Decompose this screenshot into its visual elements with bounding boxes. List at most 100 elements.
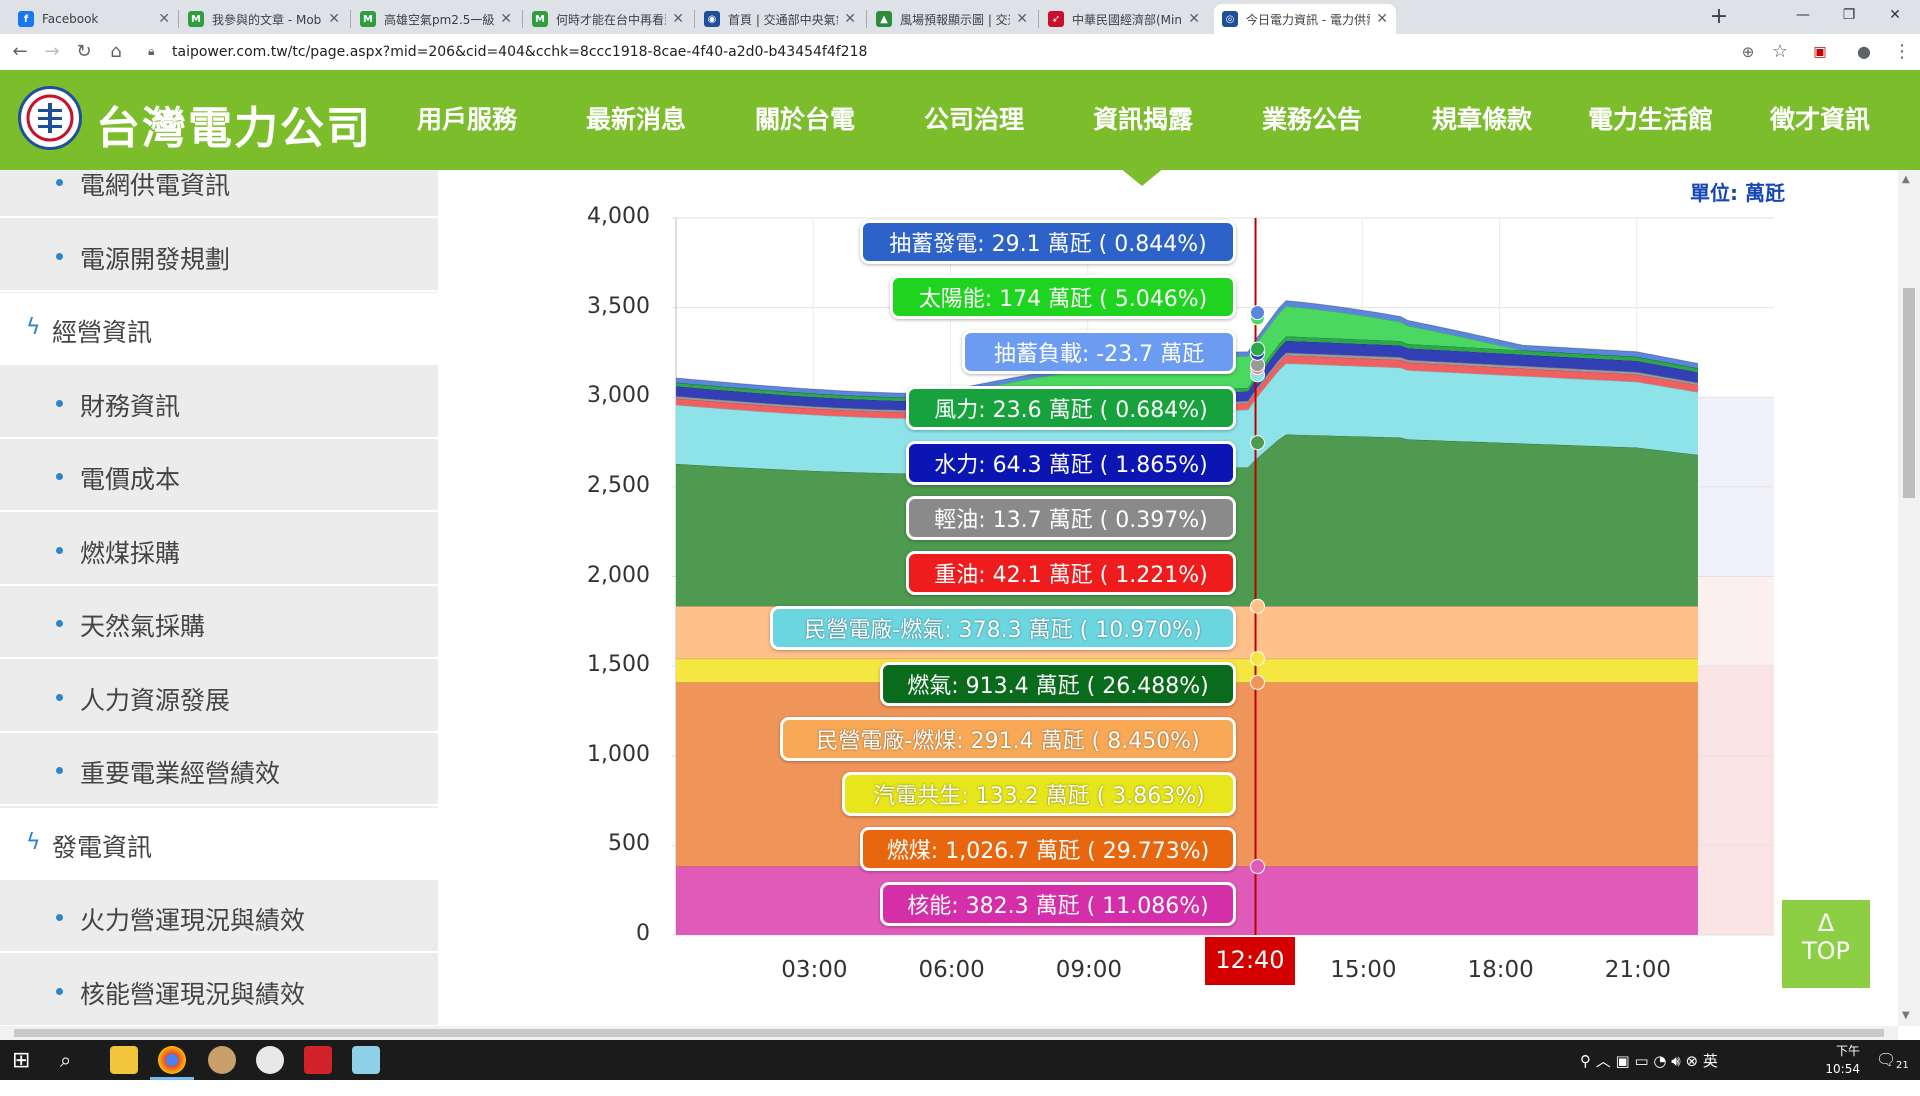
sidebar-item[interactable]: 燃煤採購 <box>0 514 438 586</box>
sidebar-item[interactable]: 人力資源發展 <box>0 661 438 733</box>
nav-item[interactable]: 用戶服務 <box>417 105 518 134</box>
nav-item[interactable]: 徵才資訊 <box>1770 105 1871 134</box>
sidebar-item[interactable]: 電源開發規劃 <box>0 220 438 292</box>
app-rabbit-icon[interactable] <box>208 1046 236 1074</box>
sidebar-item[interactable]: 電網供電資訊 <box>0 170 438 218</box>
zoom-icon[interactable]: ⊕ <box>1741 43 1755 61</box>
app-red-icon[interactable] <box>304 1046 332 1074</box>
bookmark-star-icon[interactable]: ☆ <box>1771 41 1789 62</box>
nav-item[interactable]: 規章條款 <box>1432 105 1533 134</box>
system-tray-icons[interactable]: ⚲ ︿ ▣ ▭ ◔ 🔊︎ ⊗ 英 <box>1580 1052 1718 1070</box>
nav-item[interactable]: 業務公告 <box>1262 105 1363 134</box>
sidebar-item[interactable]: 天然氣採購 <box>0 587 438 659</box>
back-icon[interactable]: ← <box>12 41 28 62</box>
address-bar[interactable]: taipower.com.tw/tc/page.aspx?mid=206&cid… <box>172 44 868 60</box>
sidebar-item[interactable]: 重要電業經營績效 <box>0 734 438 806</box>
reload-icon[interactable]: ↻ <box>76 41 92 62</box>
taskbar-clock[interactable]: 下午 10:54 2019/8/6 <box>1800 1042 1860 1096</box>
tab-title: 何時才能在台中再看到這樣 <box>556 12 666 27</box>
taipower-logo-icon[interactable] <box>18 86 82 150</box>
chart-unit-label: 單位: 萬瓩 <box>1690 181 1785 205</box>
browser-tab-bar <box>0 0 1920 34</box>
bullet-icon <box>56 473 63 480</box>
nav-item[interactable]: 電力生活館 <box>1588 105 1714 134</box>
x-tick-label: 18:00 <box>1467 957 1534 983</box>
chart-tooltip: 抽蓄發電: 29.1 萬瓩 ( 0.844%) <box>860 220 1236 264</box>
y-tick-label: 3,500 <box>587 293 650 319</box>
tab-close-icon[interactable]: ✕ <box>158 11 170 27</box>
browser-tab[interactable]: f Facebook ✕ <box>10 4 178 34</box>
chart-tooltip: 核能: 382.3 萬瓩 ( 11.086%) <box>880 882 1236 927</box>
scroll-down-arrow-icon[interactable]: ▼ <box>1902 1010 1910 1021</box>
area-series[interactable] <box>676 300 1698 398</box>
sidebar-item[interactable]: 火力營運現況與績效 <box>0 881 438 953</box>
site-logo-text[interactable]: 台灣電力公司 <box>96 103 372 154</box>
tab-close-icon[interactable]: ✕ <box>328 11 340 27</box>
facebook-icon: f <box>18 11 34 27</box>
sidebar-item-label: 重要電業經營績效 <box>80 759 281 788</box>
new-tab-button[interactable]: + <box>1709 4 1729 29</box>
tab-separator <box>1038 10 1039 28</box>
notification-count: 21 <box>1896 1060 1909 1071</box>
home-icon[interactable]: ⌂ <box>110 41 122 62</box>
x-tick-label: 06:00 <box>918 957 985 983</box>
cwb-green-icon: ▲ <box>876 11 892 27</box>
browser-tab[interactable]: M 高雄空氣pm2.5一級致癌物 ✕ <box>352 4 520 34</box>
cursor-marker <box>1250 674 1266 690</box>
extension-icon[interactable]: ▣ <box>1813 44 1827 60</box>
menu-kebab-icon[interactable]: ⋮ <box>1893 41 1911 62</box>
minimize-button[interactable]: — <box>1796 7 1810 23</box>
app-sphere-icon[interactable] <box>256 1046 284 1074</box>
nav-active-pointer <box>1120 168 1164 186</box>
browser-tab[interactable]: ➶ 中華民國經濟部(Ministry of ✕ <box>1040 4 1208 34</box>
profile-avatar-icon[interactable]: ● <box>1857 42 1871 61</box>
sidebar-section[interactable]: ϟ 經營資訊 <box>0 293 438 365</box>
sidebar-item-label: 核能營運現況與績效 <box>80 979 306 1009</box>
scroll-up-arrow-icon[interactable]: ▲ <box>1902 174 1910 185</box>
app-notepad-icon[interactable] <box>352 1046 380 1074</box>
nav-item[interactable]: 關於台電 <box>755 105 856 134</box>
browser-tab[interactable]: M 何時才能在台中再看到這樣 ✕ <box>524 4 692 34</box>
tab-title: 中華民國經濟部(Ministry of <box>1072 12 1182 27</box>
mobile01-icon: M <box>532 11 548 27</box>
sidebar-section[interactable]: ϟ 發電資訊 <box>0 807 438 880</box>
chart-tooltip: 燃氣: 913.4 萬瓩 ( 26.488%) <box>880 661 1236 706</box>
horizontal-scroll-thumb[interactable] <box>14 1029 1884 1037</box>
sidebar-item[interactable]: 財務資訊 <box>0 367 438 439</box>
browser-tab[interactable]: M 我參與的文章 - Mobile01 ✕ <box>180 4 348 34</box>
tab-close-icon[interactable]: ✕ <box>500 11 512 27</box>
active-app-indicator <box>150 1077 194 1080</box>
search-icon[interactable]: ⌕ <box>60 1048 72 1072</box>
vertical-scroll-thumb[interactable] <box>1903 288 1915 498</box>
nav-item[interactable]: 公司治理 <box>924 105 1025 134</box>
browser-tab[interactable]: ◎ 今日電力資訊 - 電力供需資 ✕ <box>1214 4 1396 34</box>
chrome-icon[interactable] <box>158 1046 186 1074</box>
nav-item[interactable]: 最新消息 <box>586 105 687 134</box>
tab-close-icon[interactable]: ✕ <box>1376 11 1388 27</box>
forward-icon[interactable]: → <box>44 41 60 62</box>
sidebar-item[interactable]: 電價成本 <box>0 440 438 512</box>
tab-close-icon[interactable]: ✕ <box>844 11 856 27</box>
notification-icon[interactable]: 🗨︎ <box>1876 1050 1897 1069</box>
nav-item[interactable]: 資訊揭露 <box>1093 105 1194 134</box>
moea-icon: ➶ <box>1048 11 1064 27</box>
lock-icon[interactable]: 🔒︎ <box>148 44 155 58</box>
close-window-button[interactable]: ✕ <box>1889 7 1901 23</box>
sidebar-item[interactable]: 核能營運現況與績效 <box>0 955 438 1026</box>
area-series[interactable] <box>676 340 1698 411</box>
file-explorer-icon[interactable] <box>110 1046 138 1074</box>
browser-tab[interactable]: ◉ 首頁 | 交通部中央氣象局 ✕ <box>696 4 864 34</box>
maximize-button[interactable]: ❐ <box>1842 7 1856 23</box>
windows-start-icon[interactable]: ⊞ <box>12 1048 31 1073</box>
sidebar-item-label: 電源開發規劃 <box>80 244 231 274</box>
tab-close-icon[interactable]: ✕ <box>1188 11 1200 27</box>
tab-separator <box>522 10 523 28</box>
tab-close-icon[interactable]: ✕ <box>672 11 684 27</box>
tab-close-icon[interactable]: ✕ <box>1016 11 1028 27</box>
y-tick-label: 500 <box>608 831 650 857</box>
back-to-top-button[interactable]: Δ TOP <box>1782 900 1870 988</box>
area-series[interactable] <box>676 306 1698 398</box>
bullet-icon <box>56 620 63 627</box>
browser-tab[interactable]: ▲ 風場預報顯示圖 | 交通部中央 ✕ <box>868 4 1036 34</box>
area-series[interactable] <box>676 355 1698 419</box>
